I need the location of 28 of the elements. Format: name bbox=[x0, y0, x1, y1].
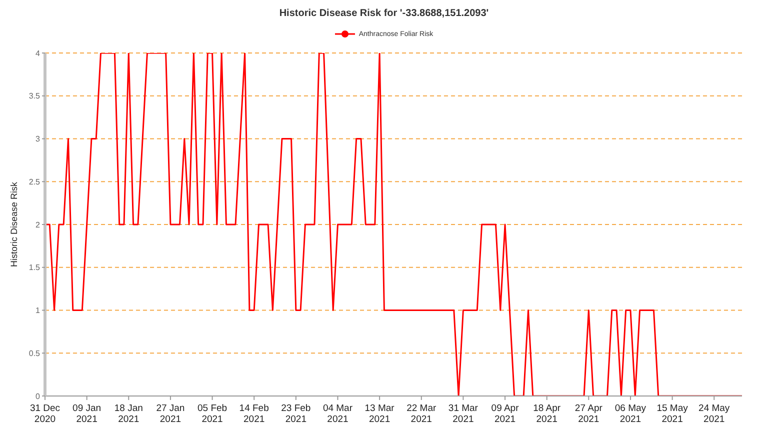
chart-title: Historic Disease Risk for '-33.8688,151.2093' bbox=[278, 8, 490, 19]
x-tick-label: 04 Mar 2021 bbox=[322, 403, 353, 425]
y-tick-label: 1.5 bbox=[28, 263, 41, 272]
x-tick-label: 27 Apr 2021 bbox=[574, 403, 602, 425]
x-tick-label: 13 Mar 2021 bbox=[364, 403, 394, 425]
x-tick-label: 23 Feb 2021 bbox=[281, 403, 311, 425]
x-tick-label: 05 Feb 2021 bbox=[197, 403, 228, 425]
y-axis-title: Historic Disease Risk bbox=[9, 182, 19, 268]
x-tick-label: 09 Apr 2021 bbox=[491, 403, 519, 425]
x-tick-label: 06 May 2021 bbox=[614, 403, 646, 425]
x-tick-label: 09 Jan 2021 bbox=[72, 403, 102, 425]
y-tick-label: 0.5 bbox=[28, 348, 41, 358]
y-tick-label: 2.5 bbox=[28, 177, 41, 186]
x-tick-label: 22 Mar 2021 bbox=[406, 403, 436, 425]
y-tick-label: 2 bbox=[36, 220, 41, 230]
y-tick-label: 3.5 bbox=[28, 92, 41, 101]
x-tick-label: 14 Feb 2021 bbox=[239, 403, 269, 425]
x-tick-label: 18 Jan 2021 bbox=[114, 403, 143, 425]
x-tick-label: 31 Dec 2020 bbox=[30, 403, 60, 425]
y-tick-label: 3 bbox=[36, 134, 41, 144]
y-tick-label: 0 bbox=[36, 392, 41, 401]
x-tick-label: 18 Apr 2021 bbox=[533, 403, 561, 425]
x-tick-label: 31 Mar 2021 bbox=[448, 403, 478, 425]
x-tick-label: 27 Jan 2021 bbox=[156, 403, 185, 425]
y-tick-label: 1 bbox=[36, 306, 41, 316]
y-tick-label: 4 bbox=[36, 48, 41, 58]
x-tick-label: 24 May 2021 bbox=[698, 403, 730, 425]
x-tick-label: 15 May 2021 bbox=[656, 403, 688, 425]
